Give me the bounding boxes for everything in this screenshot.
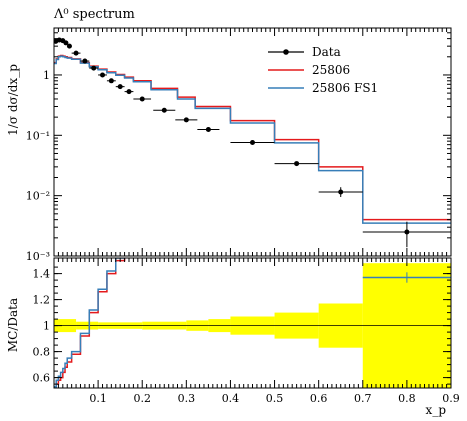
main-y-ticks: 10⁻³ 10⁻² 10⁻¹ 1 [26,27,451,263]
main-y-tick-label-0: 10⁻³ [26,250,50,263]
chart-title: Λ⁰ spectrum [53,7,135,22]
data-point-6 [82,58,88,64]
x-tick-label-6: 0.7 [354,392,372,405]
ratio-step-1 [54,258,126,388]
data-point-5 [73,50,79,56]
main-y-axis-title: 1/σ dσ/dx_p [6,64,20,136]
x-tick-label-3: 0.4 [222,392,240,405]
x-ticks: 0.1 0.2 0.3 0.4 0.5 0.6 0.7 0.8 0.9 [53,28,460,405]
ratio-y-ticks: 0.6 0.8 1 1.2 1.4 [33,266,451,385]
x-tick-label-0: 0.1 [89,392,107,405]
data-point-7 [91,65,97,71]
data-point-18 [338,189,344,195]
ratio-y-tick-label-3: 1.2 [33,294,51,307]
data-point-10 [117,84,123,90]
data-point-9 [108,78,114,84]
data-point-19 [404,229,410,235]
data-point-15 [205,126,211,132]
data-point-4 [66,43,72,49]
data-point-17 [294,161,300,167]
x-tick-label-2: 0.3 [178,392,196,405]
legend-label-1: 25806 [312,63,350,77]
ratio-y-axis-title: MC/Data [6,298,20,352]
x-tick-label-8: 0.9 [442,392,460,405]
legend: Data 25806 25806 FS1 [268,45,378,95]
x-tick-label-7: 0.8 [398,392,416,405]
ratio-y-tick-label-4: 1.4 [33,268,51,281]
main-y-tick-label-3: 1 [43,69,50,82]
mc-step-2 [54,55,451,224]
data-points-layer [54,37,451,248]
data-point-14 [183,117,189,123]
data-point-16 [250,139,255,145]
ratio-y-tick-label-1: 0.8 [33,346,51,359]
main-y-tick-label-1: 10⁻² [26,190,50,203]
legend-label-0: Data [312,45,341,59]
data-point-12 [139,96,145,102]
main-series-layer [54,54,451,224]
main-y-tick-label-2: 10⁻¹ [26,129,50,142]
ratio-y-tick-label-2: 1 [43,320,50,333]
data-point-8 [100,72,106,78]
x-axis-title: x_p [426,403,447,417]
x-tick-label-4: 0.5 [266,392,284,405]
x-tick-label-1: 0.2 [133,392,151,405]
data-point-11 [126,89,132,95]
ratio-y-tick-label-0: 0.6 [33,372,51,385]
data-point-13 [161,107,167,113]
data-point-3 [63,40,69,46]
legend-marker-0 [283,49,289,55]
ratio-series-layer [54,258,451,388]
x-tick-label-5: 0.6 [310,392,328,405]
legend-label-2: 25806 FS1 [312,81,378,95]
